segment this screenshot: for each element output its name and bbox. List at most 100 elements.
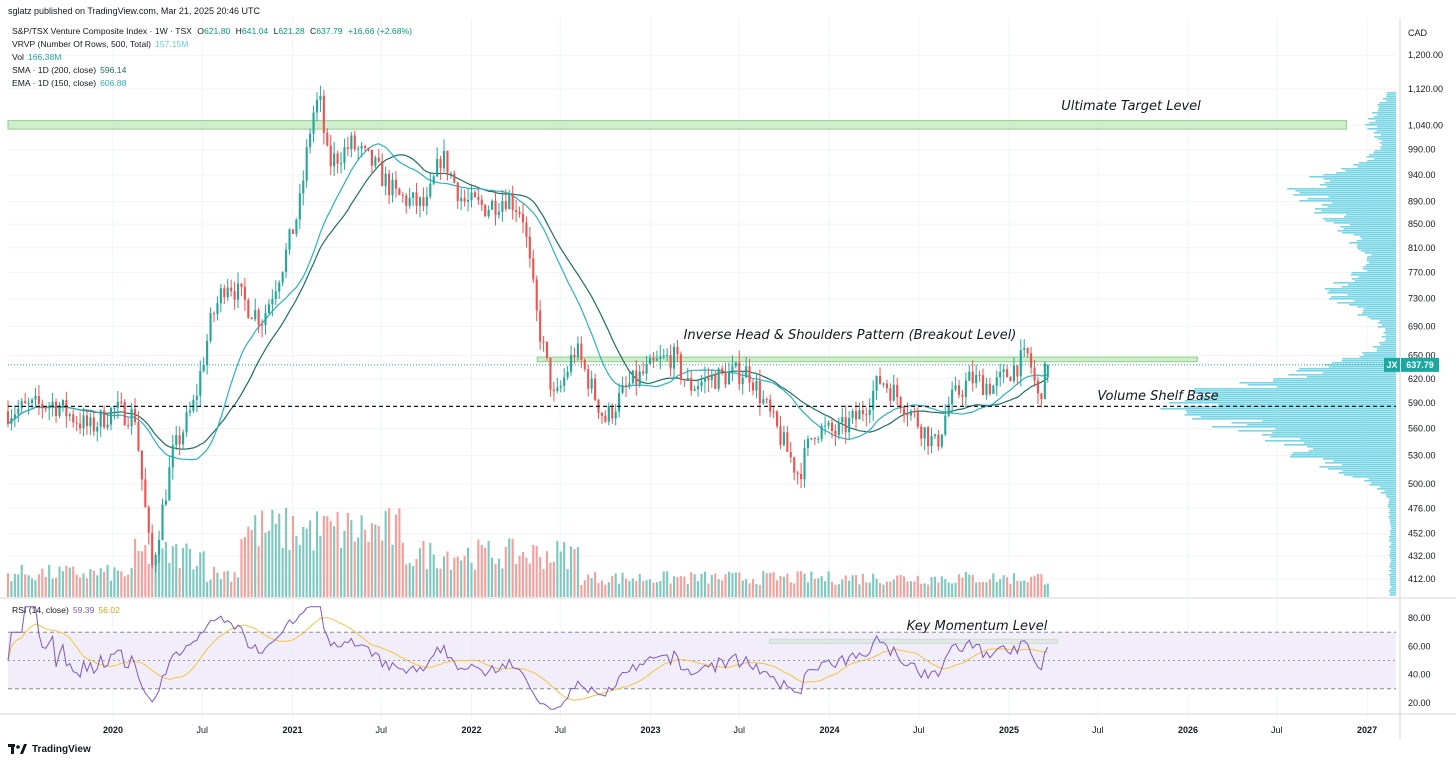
vrvp-bar xyxy=(1384,340,1396,342)
candle-body xyxy=(456,182,459,202)
volume-bar xyxy=(168,562,171,597)
volume-bar xyxy=(515,563,518,597)
vrvp-bar xyxy=(1324,182,1396,184)
candle-body xyxy=(171,445,174,468)
volume-bar xyxy=(1012,573,1015,597)
candle-body xyxy=(243,286,246,300)
candle-body xyxy=(473,192,476,198)
volume-bar xyxy=(707,583,710,597)
volume-bar xyxy=(762,571,765,597)
candle-body xyxy=(398,188,401,195)
vrvp-bar xyxy=(1349,242,1396,244)
vrvp-bar xyxy=(1342,232,1396,234)
candle-body xyxy=(703,377,707,382)
volume-bar xyxy=(1036,573,1040,597)
candle-body xyxy=(618,392,621,412)
candle-body xyxy=(298,193,301,220)
vrvp-bar xyxy=(1303,442,1396,444)
vrvp-bar xyxy=(1379,142,1396,144)
candle-body xyxy=(717,368,720,389)
vrvp-bar xyxy=(1238,430,1396,432)
vrvp-bar xyxy=(1283,444,1396,446)
volume-bar xyxy=(961,577,964,597)
volume-bar xyxy=(686,583,689,597)
candle-body xyxy=(312,112,315,134)
volume-bar xyxy=(82,573,85,597)
candle-body xyxy=(872,390,875,410)
volume-bar xyxy=(717,579,720,597)
vrvp-bar xyxy=(1388,504,1396,506)
main-series-legend[interactable]: S&P/TSX Venture Composite Index · 1W · T… xyxy=(12,26,412,36)
candle-body xyxy=(216,303,219,315)
candle-body xyxy=(697,386,700,389)
candle-body xyxy=(988,383,991,394)
sma-legend[interactable]: SMA · 1D (200, close) 596.14 xyxy=(12,65,126,75)
y-tick-label: 590.00 xyxy=(1408,398,1436,408)
candle-body xyxy=(123,402,126,426)
volume-bar xyxy=(624,578,628,597)
rsi-tick-label: 40.00 xyxy=(1408,670,1431,680)
volume-bar xyxy=(528,563,531,597)
ema-legend[interactable]: EMA · 1D (150, close) 606.88 xyxy=(12,78,126,88)
candle-body xyxy=(755,380,758,391)
candle-body xyxy=(137,422,140,451)
candle-body xyxy=(418,197,422,206)
vrvp-bar xyxy=(1184,414,1396,416)
vol-legend[interactable]: Vol 166.38M xyxy=(12,52,61,62)
volume-bar xyxy=(51,578,54,597)
vrvp-bar xyxy=(1390,564,1396,566)
candle-body xyxy=(758,380,761,404)
vrvp-bar xyxy=(1322,458,1396,460)
volume-bar xyxy=(542,569,545,597)
vrvp-bar xyxy=(1367,316,1396,318)
vrvp-bar xyxy=(1391,568,1396,570)
candle-body xyxy=(10,417,13,424)
candle-body xyxy=(899,397,902,409)
vrvp-bar xyxy=(1332,362,1396,364)
vrvp-bar xyxy=(1390,520,1396,522)
vrvp-bar xyxy=(1386,100,1396,102)
vrvp-bar xyxy=(1386,96,1396,98)
tradingview-logo[interactable]: TradingView xyxy=(8,744,91,755)
vrvp-bar xyxy=(1374,136,1396,138)
rsi-ma-line xyxy=(7,617,1048,701)
candle-body xyxy=(841,417,844,423)
vrvp-bar xyxy=(1337,230,1396,232)
volume-bar xyxy=(951,583,954,597)
rsi-legend[interactable]: RSI (14, close) 59.39 56.02 xyxy=(12,605,120,615)
volume-bars xyxy=(6,507,1049,597)
candle-body xyxy=(271,299,274,305)
vrvp-bar xyxy=(1273,378,1396,380)
candle-body xyxy=(954,385,957,390)
vrvp-bar xyxy=(1325,364,1396,366)
candle-body xyxy=(542,341,545,343)
volume-bar xyxy=(782,576,785,597)
volume-bar xyxy=(446,551,449,597)
vrvp-legend[interactable]: VRVP (Number Of Rows, 500, Total) 157.15M xyxy=(12,39,188,49)
candle-body xyxy=(930,435,933,446)
vrvp-bar xyxy=(1369,154,1396,156)
candle-body xyxy=(1030,353,1033,368)
axes: CAD 1,200.00 1,120.00 1,040.00 990.00 940.00 8… xyxy=(103,28,1443,735)
volume-bar xyxy=(672,576,676,597)
candle-body xyxy=(164,500,167,505)
candle-body xyxy=(429,183,432,197)
volume-bar xyxy=(405,564,408,597)
volume-bar xyxy=(710,574,713,597)
volume-bar xyxy=(209,579,212,597)
vrvp-bar xyxy=(1331,202,1396,204)
vrvp-bar xyxy=(1341,360,1396,362)
vrvp-bar xyxy=(1390,552,1396,554)
price-candles xyxy=(6,85,1049,573)
vrvp-bar xyxy=(1264,440,1396,442)
candle-body xyxy=(511,194,514,211)
volume-bar xyxy=(1019,581,1022,597)
vrvp-bar xyxy=(1356,240,1396,242)
vrvp-bar xyxy=(1359,356,1396,358)
vrvp-bar xyxy=(1391,572,1396,574)
volume-bar xyxy=(401,542,404,597)
vrvp-bar xyxy=(1270,436,1396,438)
volume-bar xyxy=(257,546,260,597)
vrvp-bar xyxy=(1247,424,1396,426)
